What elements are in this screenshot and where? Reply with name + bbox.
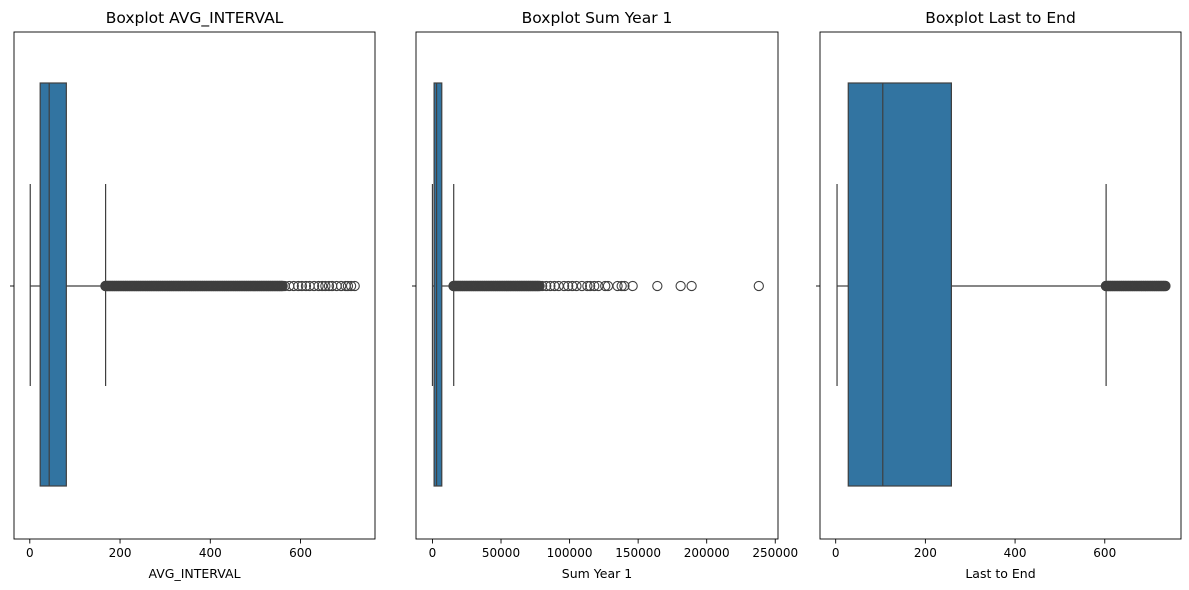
outlier-point	[619, 280, 630, 292]
x-tick-label: 50000	[482, 546, 520, 560]
x-tick-label: 0	[832, 546, 840, 560]
x-tick-label: 0	[26, 546, 34, 560]
outlier-point	[627, 280, 638, 292]
outlier-point	[288, 280, 299, 292]
outlier-point	[675, 280, 686, 292]
outlier-point	[320, 280, 331, 292]
x-tick-label: 200000	[684, 546, 730, 560]
boxplot-panel-avg-interval: Boxplot AVG_INTERVAL AVG_INTERVAL 0 200 40…	[10, 9, 376, 581]
outlier-point	[345, 280, 357, 292]
x-tick-label: 250000	[752, 546, 798, 560]
plot-frame	[819, 31, 1182, 540]
outlier-point	[571, 280, 582, 292]
outlier-point	[323, 280, 335, 292]
x-tick-label: 600	[289, 546, 312, 560]
outlier-point	[558, 280, 570, 292]
outlier-point	[563, 280, 574, 292]
chart-title: Boxplot Last to End	[925, 9, 1076, 27]
x-tick-label: 200	[914, 546, 937, 560]
plot-frame	[13, 31, 376, 540]
plot-marks: 0 200 400 600	[816, 31, 1182, 560]
iqr-box	[433, 82, 443, 487]
outlier-point	[300, 280, 312, 292]
outlier-point	[600, 280, 611, 292]
plot-marks: 0 50000 100000 150000 200000 250000	[412, 31, 798, 560]
outlier-point	[349, 280, 360, 292]
chart-title: Boxplot Sum Year 1	[522, 9, 673, 27]
outlier-point	[342, 280, 354, 292]
outlier-point	[545, 280, 556, 292]
x-tick-label: 400	[199, 546, 222, 560]
outlier-point	[317, 280, 328, 292]
outlier-point	[576, 280, 588, 292]
outlier-point	[537, 280, 548, 292]
outlier-point	[313, 280, 324, 292]
x-tick-label: 100000	[547, 546, 593, 560]
x-tick-label: 150000	[615, 546, 661, 560]
outlier-point	[1158, 280, 1169, 292]
outlier-point	[582, 280, 593, 292]
outlier-point	[584, 280, 596, 292]
outlier-point	[276, 280, 287, 292]
outlier-point	[652, 280, 663, 292]
outlier-point	[293, 280, 304, 292]
boxplot-panel-sum-year-1: Boxplot Sum Year 1 Sum Year 1 0 50000 1000…	[412, 9, 798, 581]
x-tick-label: 0	[429, 546, 437, 560]
plot-frame	[415, 31, 779, 540]
outlier-point	[336, 280, 347, 292]
x-tick-label: 200	[109, 546, 132, 560]
outlier-point	[308, 280, 320, 292]
boxplot-panel-last-to-end: Boxplot Last to End Last to End 0 200 400 6…	[816, 9, 1182, 581]
iqr-box	[847, 82, 952, 487]
outlier-point	[296, 280, 308, 292]
plot-marks: 0 200 400 600	[10, 31, 376, 560]
x-axis-label: AVG_INTERVAL	[148, 566, 240, 581]
outlier-point	[541, 280, 552, 292]
x-axis-label: Sum Year 1	[562, 566, 632, 581]
outlier-point	[589, 280, 600, 292]
chart-title: Boxplot AVG_INTERVAL	[106, 9, 284, 28]
iqr-box	[39, 82, 67, 487]
outlier-point	[753, 280, 764, 292]
outlier-point	[616, 280, 627, 292]
outlier-point	[686, 280, 697, 292]
x-axis-label: Last to End	[965, 566, 1035, 581]
x-tick-label: 600	[1093, 546, 1116, 560]
x-tick-label: 400	[1004, 546, 1027, 560]
outlier-point	[612, 280, 623, 292]
